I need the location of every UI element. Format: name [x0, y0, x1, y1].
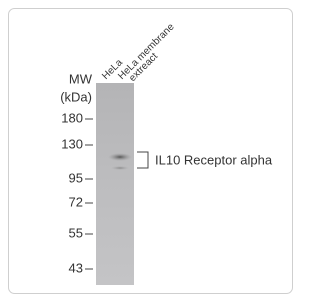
marker-label: 130: [61, 136, 83, 151]
marker-label: 55: [69, 225, 83, 240]
blot-band-faint: [111, 166, 129, 170]
blot-lane: [96, 83, 134, 285]
figure: MW (kDa) HeLa HeLa membrane extreact IL1…: [0, 0, 302, 303]
marker-label: 72: [69, 194, 83, 209]
band-label: IL10 Receptor alpha: [155, 152, 273, 167]
blot-band: [108, 153, 132, 161]
marker-label: 180: [61, 110, 83, 125]
mw-unit: (kDa): [60, 89, 92, 104]
marker-label: 95: [69, 170, 83, 185]
marker-label: 43: [69, 260, 83, 275]
mw-label: MW: [69, 71, 93, 86]
